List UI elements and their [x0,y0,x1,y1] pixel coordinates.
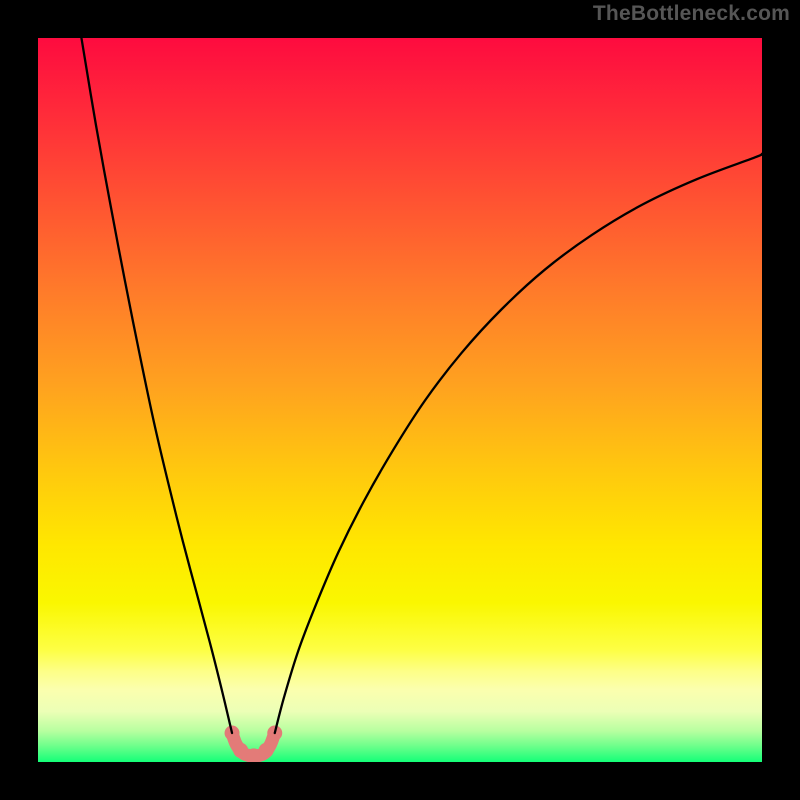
optimal-range-dot [259,743,274,758]
optimal-range-dot [233,743,248,758]
bottleneck-curve-chart [0,0,800,800]
plot-background [38,38,762,762]
watermark-text: TheBottleneck.com [593,2,790,26]
chart-frame: TheBottleneck.com [0,0,800,800]
